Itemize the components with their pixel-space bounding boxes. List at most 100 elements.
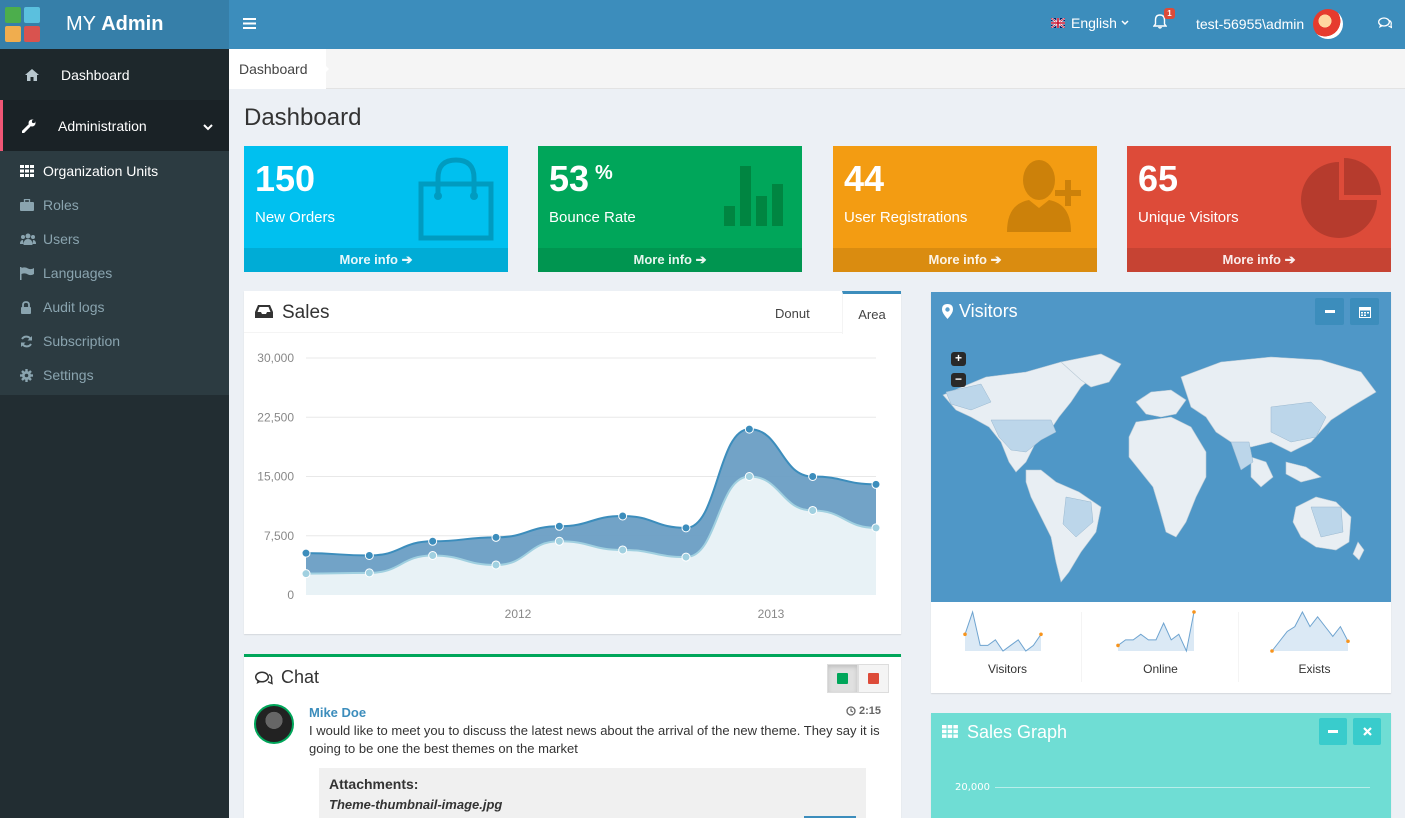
submenu-label: Users <box>43 231 80 247</box>
sparkline-area <box>965 612 1041 651</box>
tab-donut[interactable]: Donut <box>775 306 810 321</box>
sparkline-point <box>1270 649 1274 653</box>
sidebar-item-organization-units[interactable]: Organization Units <box>0 154 229 188</box>
pie-chart-icon <box>1301 158 1381 241</box>
square-icon <box>868 673 879 684</box>
data-point <box>364 551 374 560</box>
visitors-map: Visitors + − <box>931 292 1391 602</box>
data-point <box>871 479 881 489</box>
inbox-icon <box>255 304 273 321</box>
collapse-button[interactable] <box>1319 718 1347 745</box>
sales-box: Sales Donut Area 30,000 22,500 15,000 7,500… <box>244 291 901 634</box>
more-info-link[interactable]: More info ➔ <box>538 248 802 272</box>
arrow-circle-right-icon: ➔ <box>990 252 1002 267</box>
stat-label: User Registrations <box>844 209 968 226</box>
time-text: 2:15 <box>859 705 882 717</box>
message-text: I would like to meet you to discuss the … <box>309 723 880 756</box>
submenu-label: Audit logs <box>43 299 105 315</box>
data-point <box>554 521 564 531</box>
sidebar-item-administration[interactable]: Administration <box>0 100 229 151</box>
attachment-panel: Attachments: Theme-thumbnail-image.jpg <box>319 768 866 818</box>
arrow-circle-right-icon: ➔ <box>1284 252 1296 267</box>
stat-label: Bounce Rate <box>549 209 636 226</box>
close-button[interactable] <box>1353 718 1381 745</box>
administration-submenu: Organization Units Roles Users Languages… <box>0 151 229 395</box>
sidebar: MY Admin Dashboard Administration Organi… <box>0 0 229 818</box>
online-button[interactable] <box>827 664 858 693</box>
stat-value: 150 <box>255 158 316 199</box>
flag-icon <box>20 266 43 280</box>
sidebar-toggle-icon[interactable] <box>243 16 256 32</box>
stat-value: 44 <box>844 158 885 199</box>
data-point <box>301 569 311 579</box>
map-zoom-out-button[interactable]: − <box>951 373 966 387</box>
sidebar-item-users[interactable]: Users <box>0 222 229 256</box>
stat-box-unique-visitors: 65 Unique Visitors More info ➔ <box>1127 146 1391 272</box>
data-point <box>681 523 691 533</box>
stat-label: Unique Visitors <box>1138 209 1239 226</box>
sales-header: Sales Donut Area <box>244 291 901 334</box>
sparkline-line <box>1271 610 1349 652</box>
sparkline-area <box>1118 612 1194 651</box>
app-logo[interactable]: MY Admin <box>0 0 229 49</box>
more-info-link[interactable]: More info ➔ <box>1127 248 1391 272</box>
sidebar-item-roles[interactable]: Roles <box>0 188 229 222</box>
collapse-button[interactable] <box>1315 298 1344 325</box>
chat-box: Chat Mike Doe 2:15 I would like to meet … <box>244 654 901 818</box>
data-point <box>744 424 754 434</box>
sidebar-item-subscription[interactable]: Subscription <box>0 324 229 358</box>
map-zoom-in-button[interactable]: + <box>951 352 966 366</box>
stat-box-new-orders: 150 New Orders More info ➔ <box>244 146 508 272</box>
data-point <box>681 552 691 562</box>
submenu-label: Settings <box>43 367 94 383</box>
bar-chart-icon <box>724 166 790 229</box>
sidebar-item-languages[interactable]: Languages <box>0 256 229 290</box>
open-attachment-button[interactable] <box>804 816 856 818</box>
area-series-2 <box>306 476 876 595</box>
y-tick-label: 7,500 <box>264 529 294 543</box>
arrow-circle-right-icon: ➔ <box>695 252 707 267</box>
stat-label: New Orders <box>255 209 336 226</box>
chat-title: Chat <box>281 667 320 687</box>
stat-value: 65 <box>1138 158 1179 199</box>
more-info-link[interactable]: More info ➔ <box>833 248 1097 272</box>
y-tick-label: 15,000 <box>257 470 294 484</box>
user-menu[interactable]: test-56955\admin <box>1196 16 1305 32</box>
more-info-link[interactable]: More info ➔ <box>244 248 508 272</box>
sparkline-chart <box>1270 610 1350 653</box>
sales-title: Sales <box>282 302 330 323</box>
sidebar-item-audit-logs[interactable]: Audit logs <box>0 290 229 324</box>
sidebar-item-settings[interactable]: Settings <box>0 358 229 392</box>
map-marker-icon <box>942 304 953 322</box>
date-range-button[interactable] <box>1350 298 1379 325</box>
tab-area[interactable]: Area <box>842 291 901 334</box>
page-title: Dashboard <box>244 104 362 131</box>
lock-icon <box>20 300 43 314</box>
avatar[interactable] <box>1313 9 1343 39</box>
sidebar-item-dashboard[interactable]: Dashboard <box>0 49 229 100</box>
chat-icon[interactable] <box>1378 16 1393 32</box>
calendar-icon <box>1358 306 1371 318</box>
data-point <box>364 568 374 578</box>
minus-icon <box>1324 310 1335 313</box>
data-point <box>618 511 628 521</box>
y-tick-label: 22,500 <box>257 410 294 424</box>
message-author[interactable]: Mike Doe <box>309 705 367 720</box>
visitors-title: Visitors <box>959 301 1018 321</box>
bell-icon[interactable] <box>1152 14 1168 32</box>
sparkline-point <box>963 632 967 637</box>
divider <box>1081 612 1082 682</box>
top-navbar: English 1 test-56955\admin <box>229 0 1405 49</box>
offline-button[interactable] <box>858 664 889 693</box>
sales-graph-title: Sales Graph <box>967 722 1068 742</box>
sparkline-point <box>1346 639 1350 644</box>
submenu-label: Organization Units <box>43 163 159 179</box>
square-icon <box>837 673 848 684</box>
clock-icon <box>846 706 856 716</box>
sidebar-item-label: Administration <box>58 117 147 134</box>
series-line-2 <box>305 475 877 575</box>
language-dropdown[interactable]: English <box>1051 15 1129 31</box>
sparkline-chart <box>1116 610 1196 653</box>
grid-icon <box>20 165 43 177</box>
cog-icon <box>20 368 43 382</box>
